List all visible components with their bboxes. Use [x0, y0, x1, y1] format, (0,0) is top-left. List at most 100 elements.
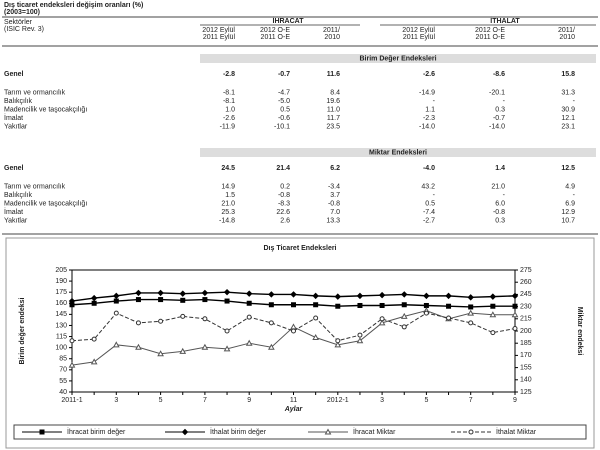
- marker: [357, 302, 363, 308]
- cell: 0.3: [495, 217, 505, 224]
- marker: [334, 341, 342, 348]
- cell: -11.9: [220, 123, 236, 130]
- cell: 1.4: [495, 165, 505, 172]
- cell: -4.7: [278, 89, 290, 96]
- cell: 10.7: [561, 217, 575, 224]
- marker: [135, 343, 142, 350]
- cell: 1.5: [225, 192, 235, 199]
- header-period: 2010: [324, 34, 340, 41]
- marker: [290, 291, 297, 298]
- x-tick-label: 7: [203, 397, 207, 404]
- row-label: Yakıtlar: [4, 217, 28, 224]
- marker: [90, 294, 98, 302]
- marker: [400, 312, 408, 319]
- x-tick-label: 5: [159, 397, 163, 404]
- header-period: 2012 Eylül: [402, 27, 435, 34]
- cell: 4.9: [565, 183, 575, 190]
- header-period: 2012 O-E: [260, 27, 290, 34]
- marker: [512, 326, 518, 332]
- marker: [356, 337, 364, 344]
- x-tick-label: 3: [380, 397, 384, 404]
- marker: [423, 310, 429, 316]
- y-tick-label: 190: [55, 278, 67, 285]
- marker: [378, 291, 386, 299]
- marker: [512, 303, 518, 309]
- cell: -0.6: [278, 115, 290, 122]
- y-tick-label: 175: [55, 289, 67, 296]
- cell: 21.4: [276, 165, 290, 172]
- y2-tick-label: 245: [520, 291, 532, 298]
- row-label: Tarım ve ormancılık: [4, 89, 66, 96]
- cell: 23.1: [561, 123, 575, 130]
- row-label: İmalat: [4, 113, 23, 122]
- marker: [202, 316, 208, 322]
- cell: 23.5: [326, 123, 340, 130]
- cell: 3.7: [330, 192, 340, 199]
- marker: [312, 292, 319, 300]
- row-label: Genel: [4, 165, 24, 172]
- cell: 30.9: [561, 106, 575, 113]
- marker: [201, 343, 209, 350]
- header-period: 2011 Eylül: [203, 34, 236, 41]
- y2-tick-label: 215: [520, 316, 532, 323]
- y-tick-label: 160: [55, 300, 67, 307]
- header-period: 2012 O-E: [475, 27, 505, 34]
- cell: 11.0: [327, 106, 340, 113]
- marker: [357, 332, 363, 338]
- y2-tick-label: 140: [520, 377, 532, 384]
- marker: [158, 318, 164, 324]
- marker: [312, 333, 319, 341]
- cell: 13.3: [326, 217, 340, 224]
- cell: 0.5: [280, 106, 290, 113]
- cell: -: [573, 192, 576, 199]
- marker: [313, 315, 319, 321]
- marker: [135, 320, 141, 326]
- cell: -: [573, 98, 576, 105]
- cell: 0.3: [495, 106, 505, 113]
- y-tick-label: 145: [55, 311, 67, 318]
- header-period: 2011/: [558, 27, 575, 34]
- cell: 21.0: [491, 183, 505, 190]
- header-period: 2011 O-E: [476, 34, 506, 41]
- row-label: Balıkçılık: [4, 98, 33, 105]
- marker: [68, 297, 76, 305]
- cell: 2.6: [280, 217, 290, 224]
- cell: -8.1: [223, 98, 235, 105]
- marker: [157, 350, 164, 357]
- cell: 1.1: [425, 106, 435, 113]
- marker: [313, 302, 319, 308]
- marker: [511, 311, 519, 318]
- marker: [91, 300, 97, 306]
- marker: [423, 302, 429, 308]
- cell: -14.0: [419, 123, 435, 130]
- marker: [224, 328, 230, 334]
- y2-tick-label: 185: [520, 340, 532, 347]
- y-axis-label: Birim değer endeksi: [19, 297, 26, 364]
- legend-label: İhracat Miktar: [353, 427, 396, 436]
- cell: -: [433, 192, 436, 199]
- cell: -10.1: [274, 123, 290, 130]
- header-sector: (ISIC Rev. 3): [4, 26, 44, 33]
- marker: [490, 330, 496, 336]
- cell: -20.1: [489, 89, 505, 96]
- y2-tick-label: 155: [520, 364, 532, 371]
- cell: 12.9: [561, 209, 575, 216]
- marker: [246, 300, 252, 306]
- series-line: [71, 312, 516, 342]
- marker: [112, 341, 120, 348]
- header-group: İTHALAT: [490, 17, 520, 25]
- y-tick-label: 40: [59, 389, 67, 396]
- marker: [490, 303, 496, 309]
- cell: 25.3: [221, 209, 235, 216]
- marker: [245, 339, 253, 346]
- x-tick-label: 2011-1: [61, 397, 82, 404]
- cell: 12.1: [561, 115, 575, 122]
- y-tick-label: 115: [56, 333, 67, 340]
- marker: [135, 297, 141, 303]
- marker: [334, 293, 342, 300]
- y-tick-label: 100: [55, 344, 67, 351]
- y2-tick-label: 260: [520, 279, 532, 286]
- y2-tick-label: 275: [520, 267, 532, 274]
- cell: 15.8: [561, 71, 575, 78]
